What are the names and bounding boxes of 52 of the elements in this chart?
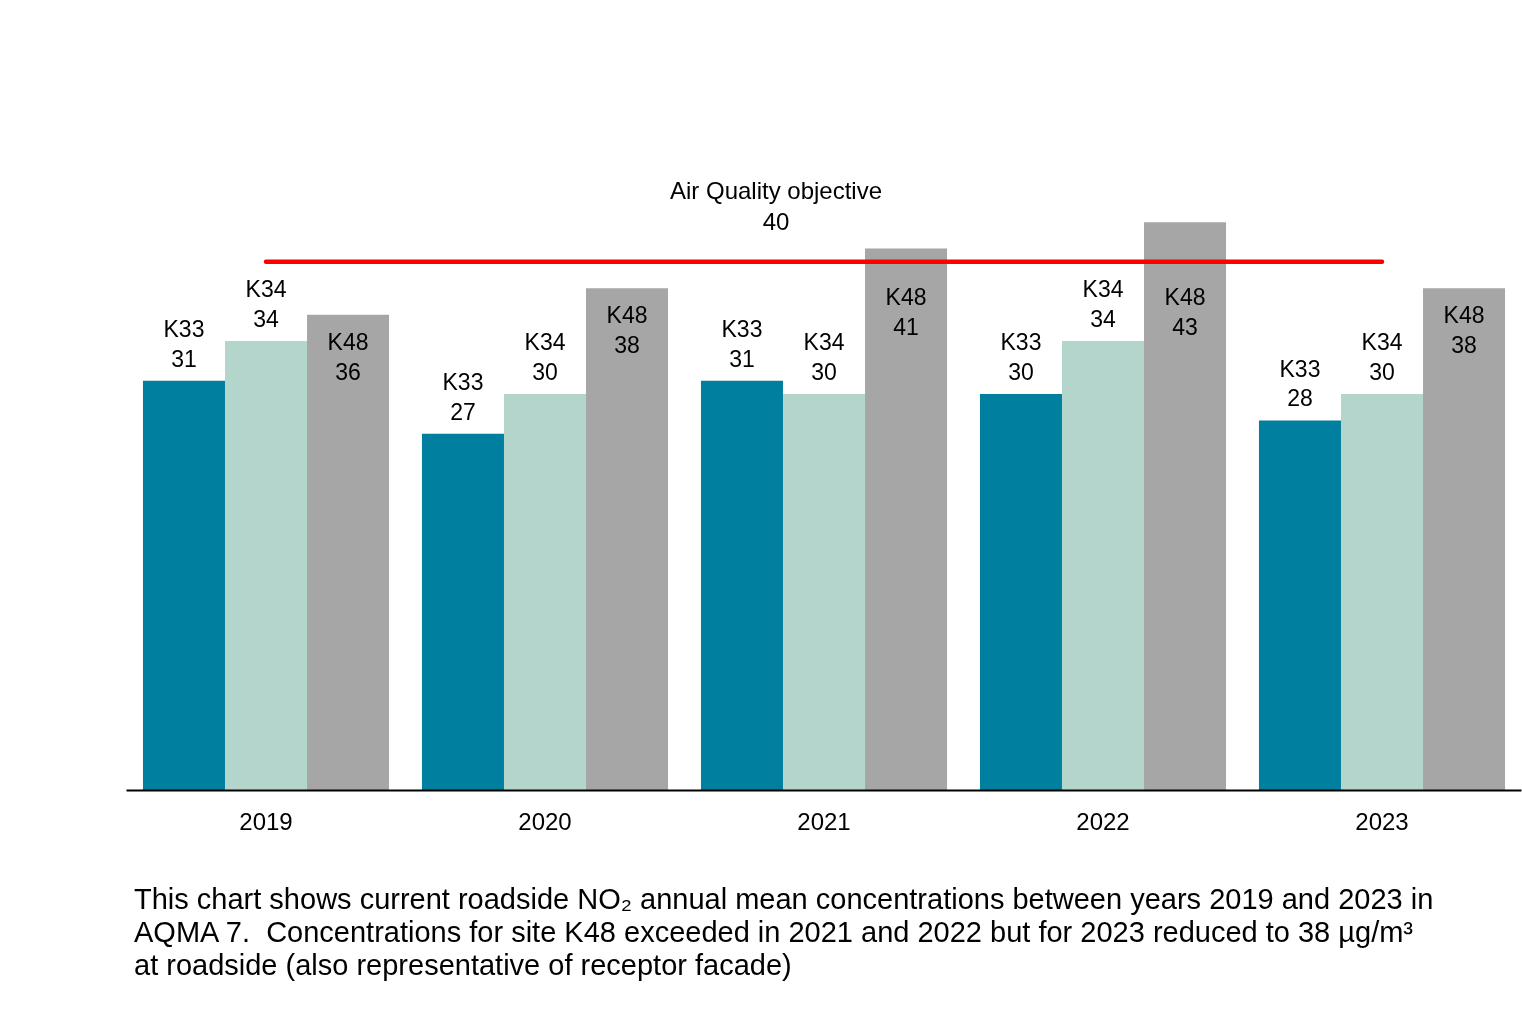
bar [142, 380, 225, 791]
x-tick-label: 2020 [518, 807, 572, 835]
data-label: 31 [729, 345, 755, 372]
data-label: 30 [811, 358, 837, 385]
data-label: 31 [171, 345, 197, 372]
text: K33 [1279, 355, 1321, 382]
text: K33 [721, 315, 763, 342]
ref-line-label: Air Quality objective 40 [669, 176, 883, 235]
bar [1061, 341, 1145, 791]
text: K48 [885, 283, 927, 310]
text: K34 [1082, 276, 1124, 303]
x-tick-label: 2019 [239, 807, 293, 835]
data-label: 30 [1369, 358, 1395, 385]
text: K33 [442, 368, 484, 395]
text: K34 [803, 329, 845, 356]
series-label: K33 [163, 315, 205, 342]
bar [421, 433, 504, 791]
text: K48 [1443, 302, 1485, 329]
bar [979, 393, 1062, 791]
bar [1144, 222, 1227, 791]
data-label: 30 [1008, 358, 1034, 385]
data-label: 38 [1451, 332, 1477, 359]
text: K33 [1000, 329, 1042, 356]
data-label: 43 [1172, 313, 1198, 340]
bar [503, 393, 587, 791]
text: K48 [1164, 283, 1206, 310]
bar [1423, 288, 1506, 791]
data-label: 30 [532, 358, 558, 385]
series-label: K34 [245, 276, 287, 303]
bar [1340, 393, 1424, 791]
bar [782, 393, 866, 791]
x-tick-label: 2023 [1355, 807, 1409, 835]
bar [586, 288, 669, 791]
bar [307, 314, 390, 791]
x-tick-label: 2021 [797, 807, 851, 835]
bar [700, 380, 783, 791]
text: K34 [524, 329, 566, 356]
bar [865, 248, 948, 791]
data-label: 38 [614, 332, 640, 359]
bar [1258, 420, 1341, 791]
data-label: 34 [1090, 306, 1116, 333]
bar [224, 341, 308, 791]
series-label: K48 [327, 328, 369, 355]
text: K34 [1361, 329, 1403, 356]
x-tick-label: 2022 [1076, 807, 1130, 835]
data-label: 27 [450, 398, 476, 425]
data-label: 34 [253, 306, 279, 333]
text: This chart shows current roadside NO₂ annual mean concentrations between years 2019 and 2023 in AQMA 7. Concentrations for site K48 exceeded in 2021 and 2022 but for 2023 reduced to 38 µg/m³ at roadside (also representative of receptor facade) [134, 883, 1434, 982]
data-label: 28 [1287, 385, 1313, 412]
data-label: 41 [893, 313, 919, 340]
text: K48 [606, 302, 648, 329]
data-label: 36 [335, 358, 361, 385]
